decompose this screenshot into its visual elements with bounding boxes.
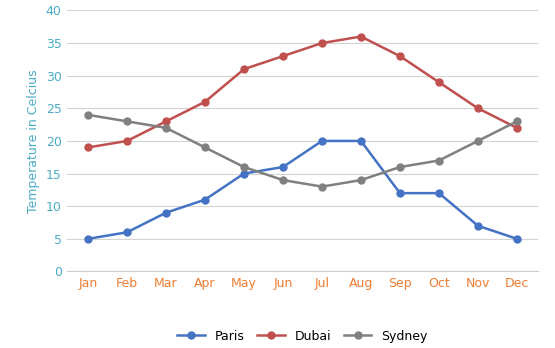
Dubai [357, 34, 364, 39]
Sydney [124, 119, 130, 124]
Sydney [85, 113, 92, 117]
Paris [163, 211, 169, 215]
Sydney [397, 165, 403, 169]
Dubai [475, 106, 481, 110]
Paris [201, 198, 208, 202]
Line: Sydney: Sydney [84, 111, 521, 190]
Paris [319, 139, 325, 143]
Paris [241, 172, 248, 176]
Paris [124, 230, 130, 235]
Line: Dubai: Dubai [84, 33, 521, 151]
Sydney [163, 126, 169, 130]
Dubai [513, 126, 520, 130]
Paris [397, 191, 403, 195]
Paris [513, 237, 520, 241]
Dubai [163, 119, 169, 124]
Sydney [357, 178, 364, 182]
Sydney [319, 184, 325, 189]
Paris [280, 165, 286, 169]
Y-axis label: Temperature in Celcius: Temperature in Celcius [27, 69, 41, 213]
Sydney [475, 139, 481, 143]
Sydney [280, 178, 286, 182]
Paris [85, 237, 92, 241]
Sydney [436, 158, 442, 163]
Sydney [241, 165, 248, 169]
Dubai [124, 139, 130, 143]
Legend: Paris, Dubai, Sydney: Paris, Dubai, Sydney [172, 325, 433, 348]
Dubai [201, 100, 208, 104]
Dubai [319, 41, 325, 45]
Dubai [397, 54, 403, 58]
Dubai [241, 67, 248, 71]
Dubai [280, 54, 286, 58]
Paris [436, 191, 442, 195]
Paris [475, 224, 481, 228]
Sydney [201, 145, 208, 150]
Sydney [513, 119, 520, 124]
Dubai [436, 80, 442, 84]
Dubai [85, 145, 92, 150]
Line: Paris: Paris [84, 137, 521, 242]
Paris [357, 139, 364, 143]
